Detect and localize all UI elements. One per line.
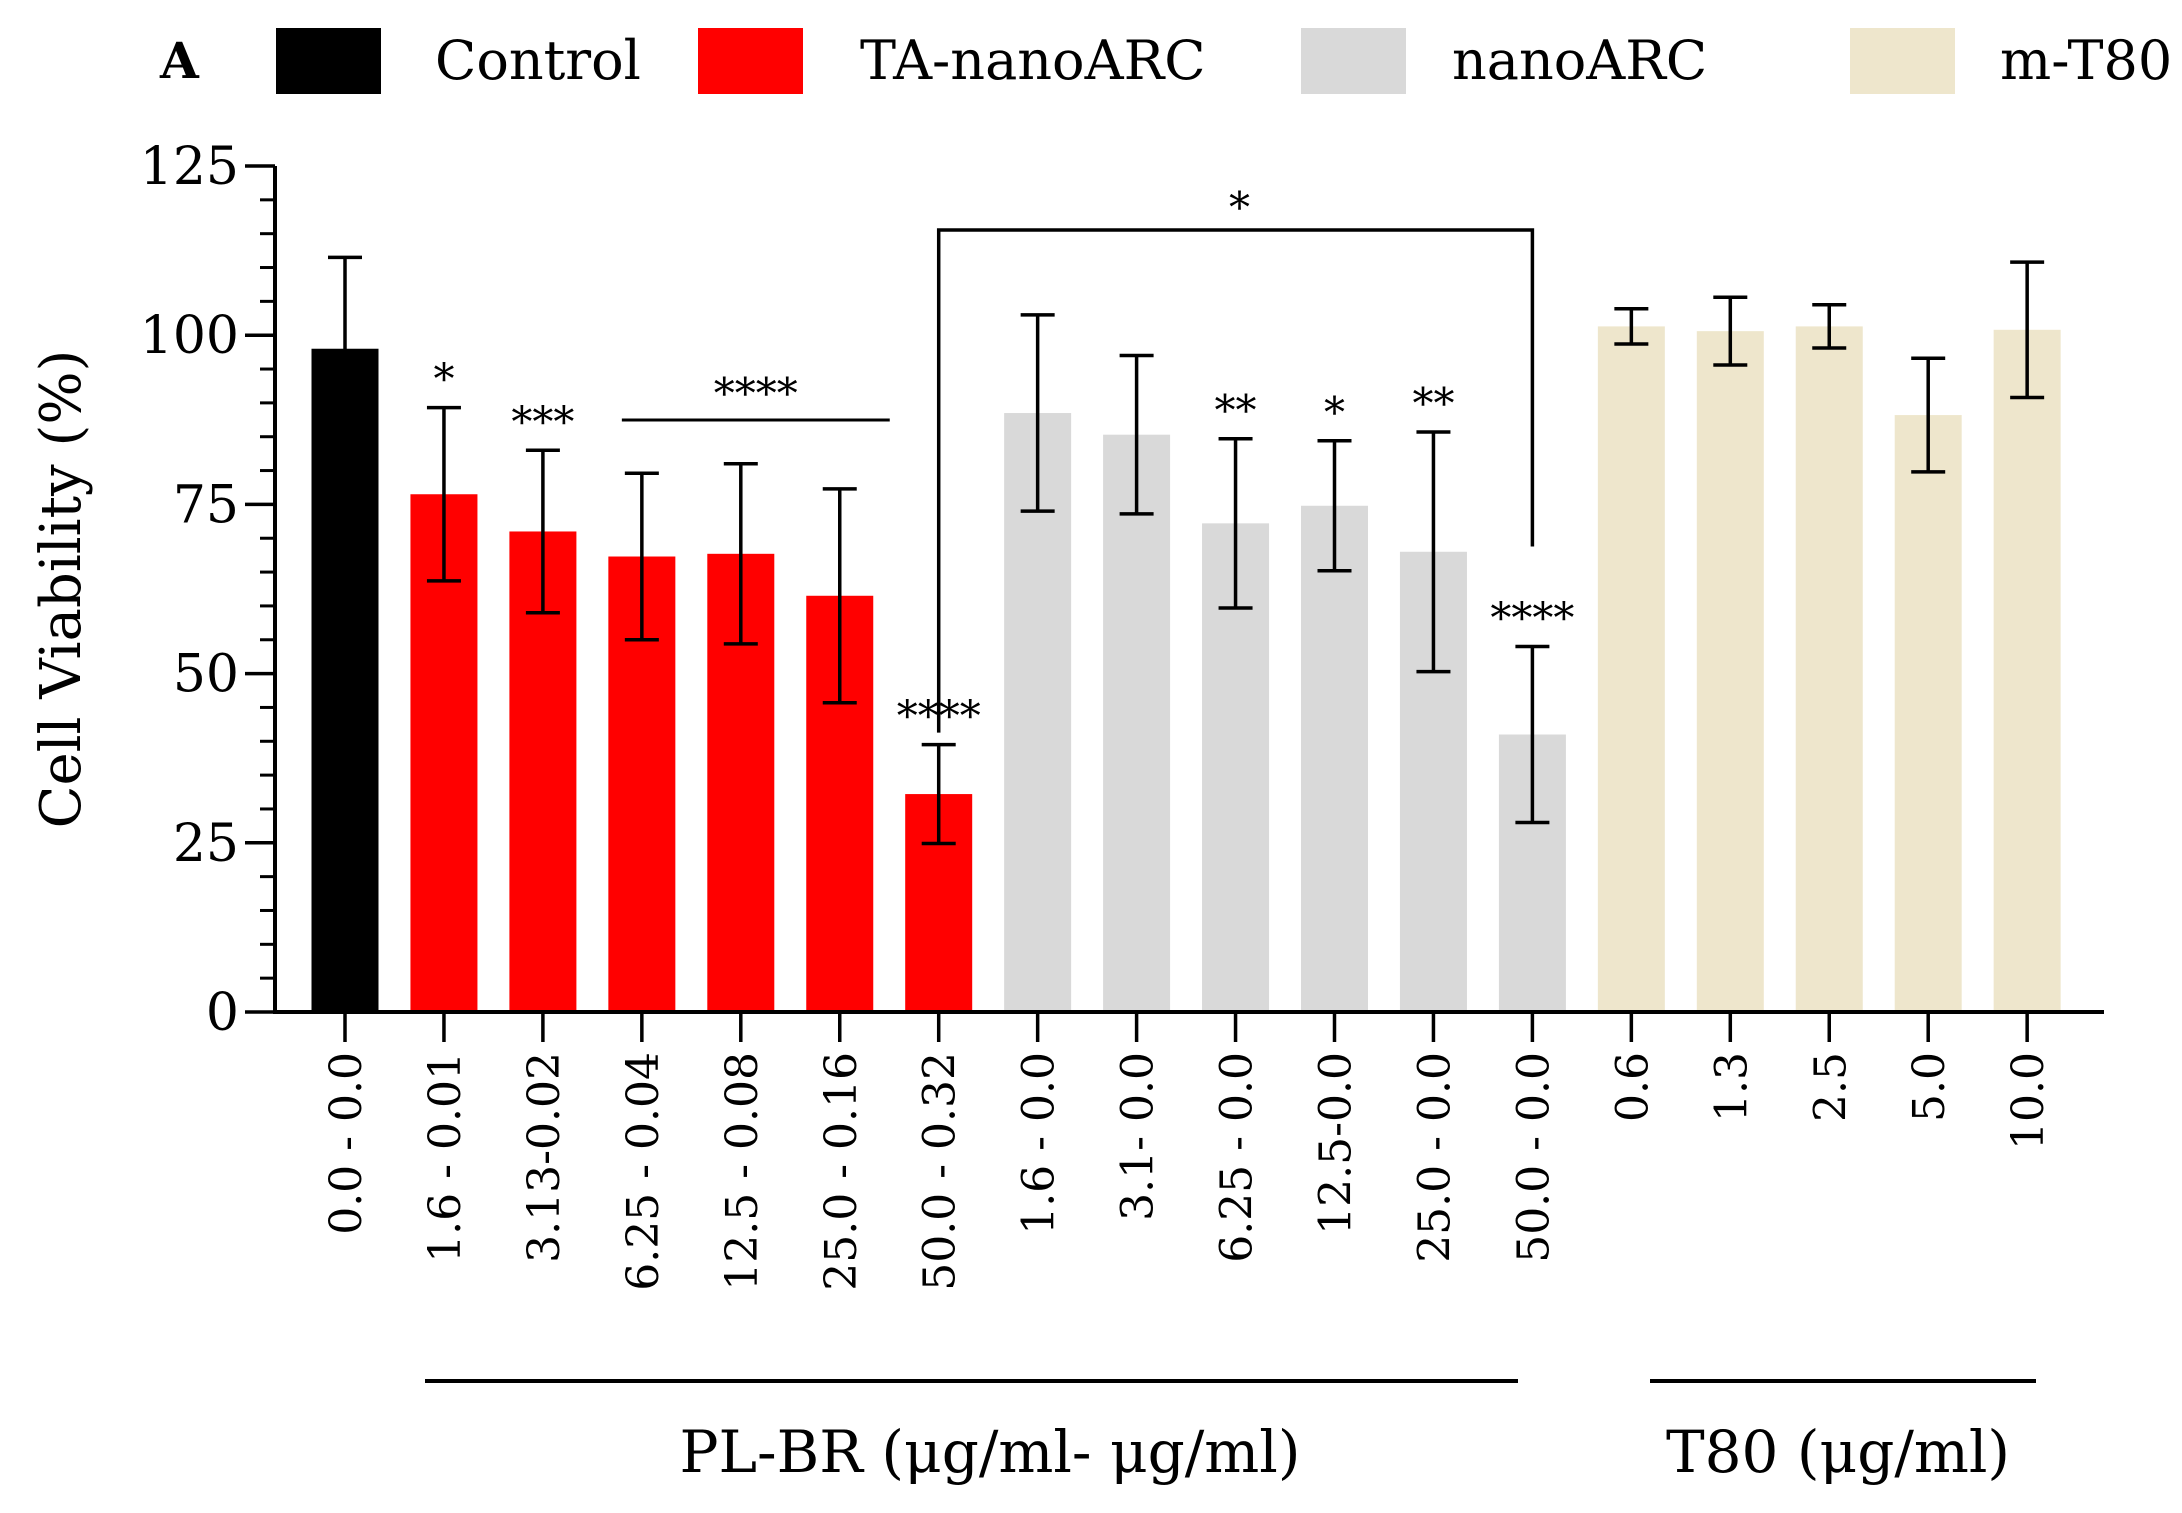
- significance-label-12: **: [1412, 379, 1454, 428]
- x-tick-label-11: 12.5-0.0: [1311, 1052, 1362, 1235]
- x-tick-label-3: 3.13-0.02: [519, 1052, 570, 1263]
- significance-label-2: *: [433, 355, 454, 404]
- legend-swatch-3: [1301, 28, 1406, 94]
- x-tick-label-18: 10.0: [2003, 1052, 2054, 1150]
- x-tick-label-1: 0.0 - 0.0: [321, 1052, 372, 1235]
- y-tick-label-5: 100: [140, 306, 239, 366]
- x-tick-label-13: 50.0 - 0.0: [1508, 1052, 1559, 1263]
- significance-label-11: *: [1324, 388, 1345, 437]
- x-tick-label-2: 1.6 - 0.01: [420, 1052, 471, 1263]
- bar-15: [1696, 331, 1764, 1013]
- legend-label-1: Control: [435, 29, 641, 92]
- y-tick-label-2: 25: [173, 814, 239, 874]
- significance-label-10: **: [1215, 386, 1257, 435]
- bar-17: [1894, 415, 1962, 1013]
- legend-label-3: nanoARC: [1452, 29, 1707, 92]
- y-tick-label-6: 125: [140, 137, 239, 197]
- x-tick-label-14: 0.6: [1607, 1052, 1658, 1122]
- bracket-line-2: [936, 228, 1535, 733]
- legend-swatch-2: [698, 28, 803, 94]
- x-tick-label-4: 6.25 - 0.04: [618, 1052, 669, 1291]
- x-tick-label-9: 3.1- 0.0: [1113, 1052, 1164, 1221]
- y-tick-label-1: 0: [206, 983, 239, 1043]
- y-axis-label: Cell Viability (%): [29, 350, 94, 829]
- bar-1: [311, 348, 379, 1013]
- x-tick-label-6: 25.0 - 0.16: [816, 1052, 867, 1291]
- significance-label-13: ****: [1490, 594, 1574, 643]
- bracket-label-2: *: [1229, 183, 1250, 232]
- x-tick-label-15: 1.3: [1706, 1052, 1757, 1122]
- legend-swatch-4: [1850, 28, 1955, 94]
- y-tick-label-4: 75: [173, 475, 239, 535]
- x-tick-label-16: 2.5: [1805, 1052, 1856, 1122]
- x-tick-label-17: 5.0: [1904, 1052, 1955, 1122]
- bar-16: [1795, 326, 1863, 1012]
- x-tick-label-10: 6.25 - 0.0: [1212, 1052, 1263, 1263]
- significance-label-3: ***: [511, 397, 574, 446]
- x-tick-label-12: 25.0 - 0.0: [1409, 1052, 1460, 1263]
- x-tick-label-7: 50.0 - 0.32: [915, 1052, 966, 1291]
- bar-9: [1103, 434, 1171, 1013]
- bar-18: [1993, 329, 2061, 1012]
- bar-11: [1301, 505, 1368, 1012]
- legend-label-2: TA-nanoARC: [860, 29, 1206, 92]
- bar-14: [1597, 326, 1665, 1012]
- panel-label: A: [159, 31, 200, 90]
- x-tick-label-5: 12.5 - 0.08: [717, 1052, 768, 1291]
- x-group-label-2: T80 (μg/ml): [1666, 1418, 2010, 1486]
- x-group-label-1: PL-BR (μg/ml- μg/ml): [680, 1418, 1301, 1486]
- x-tick-label-8: 1.6 - 0.0: [1014, 1052, 1065, 1235]
- y-tick-label-3: 50: [173, 645, 239, 705]
- legend-label-4: m-T80: [2000, 29, 2172, 92]
- bracket-label-1: ****: [714, 369, 798, 418]
- legend-swatch-1: [276, 28, 381, 94]
